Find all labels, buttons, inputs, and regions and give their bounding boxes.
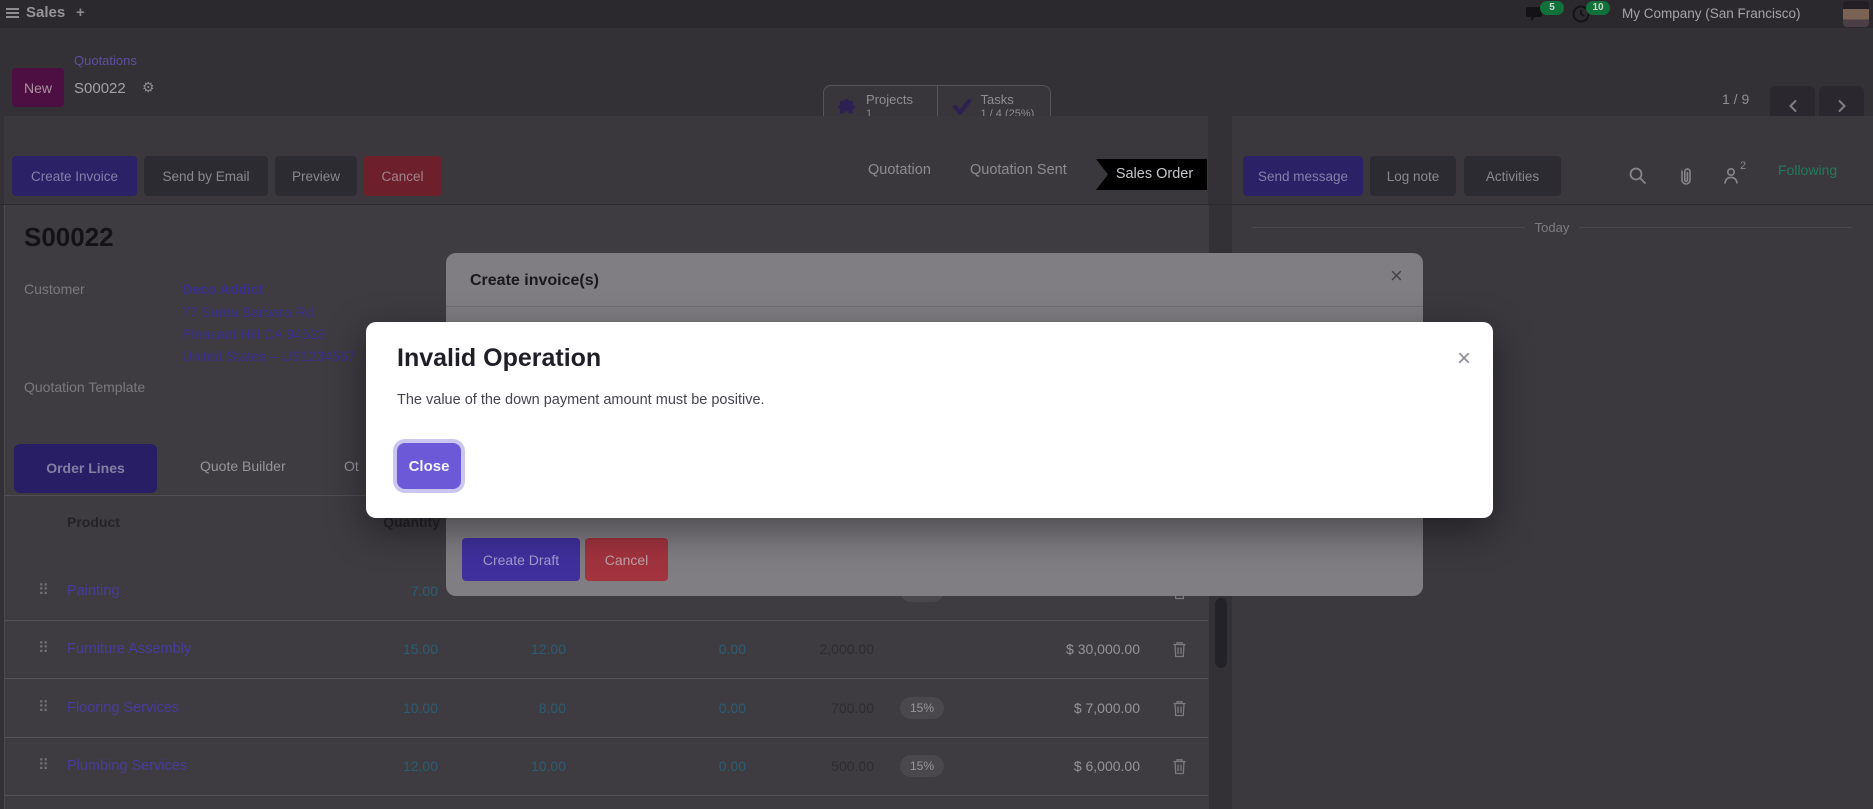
dialog-title: Invalid Operation <box>397 344 602 372</box>
quantity-cell[interactable]: 12.00 <box>402 758 438 774</box>
delivered-cell[interactable]: 12.00 <box>530 641 566 657</box>
customer-address-line1: 77 Santa Barbara Rd <box>182 304 314 320</box>
messages-icon[interactable] <box>1526 5 1546 23</box>
drag-handle-icon[interactable]: ⠿ <box>38 699 49 716</box>
projects-count: 1 <box>866 107 873 120</box>
messages-badge: 5 <box>1540 1 1564 15</box>
tab-order-lines[interactable]: Order Lines <box>14 444 157 493</box>
puzzle-icon <box>838 97 857 116</box>
modal-close-icon[interactable]: × <box>1390 263 1403 288</box>
tax-badge[interactable]: 15% <box>900 697 944 719</box>
modal-cancel-button[interactable]: Cancel <box>585 538 668 581</box>
vertical-scrollbar[interactable] <box>1215 598 1227 668</box>
unit-price-cell[interactable]: 700.00 <box>831 700 874 716</box>
status-step-quotation-sent[interactable]: Quotation Sent <box>970 162 1067 178</box>
breadcrumb-parent[interactable]: Quotations <box>74 53 137 68</box>
delivered-cell[interactable]: 10.00 <box>530 758 566 774</box>
breadcrumb-current: S00022 <box>74 80 126 97</box>
band-divider <box>0 204 1873 205</box>
new-button[interactable]: New <box>12 68 64 107</box>
quantity-cell[interactable]: 10.00 <box>402 700 438 716</box>
column-header-product: Product <box>67 514 120 530</box>
send-by-email-button[interactable]: Send by Email <box>144 156 268 196</box>
company-switcher[interactable]: My Company (San Francisco) <box>1622 6 1801 21</box>
customer-label: Customer <box>24 281 85 297</box>
tasks-label: Tasks <box>980 91 1014 107</box>
delete-row-icon[interactable] <box>1172 641 1187 658</box>
user-avatar[interactable] <box>1843 1 1869 27</box>
chatter-date-separator: Today <box>1252 220 1853 235</box>
quotation-template-label: Quotation Template <box>24 379 146 395</box>
page-title: S00022 <box>24 222 114 252</box>
delete-row-icon[interactable] <box>1172 700 1187 717</box>
activities-button[interactable]: Activities <box>1464 156 1561 196</box>
following-toggle[interactable]: Following <box>1778 162 1838 178</box>
quantity-cell[interactable]: 15.00 <box>402 641 438 657</box>
pager-counter: 1 / 9 <box>1722 91 1750 107</box>
customer-address-line3: United States – US1234567 <box>182 348 356 364</box>
subtotal-cell: $ 30,000.00 <box>1066 641 1140 657</box>
check-icon <box>952 98 972 116</box>
delivered-cell[interactable]: 8.00 <box>538 700 566 716</box>
cancel-button[interactable]: Cancel <box>363 156 442 196</box>
app-title[interactable]: Sales <box>26 4 66 21</box>
subtotal-cell: $ 6,000.00 <box>1073 758 1140 774</box>
table-row: ⠿ Flooring Services 10.00 8.00 0.00 700.… <box>4 679 1208 738</box>
send-message-button[interactable]: Send message <box>1243 156 1363 196</box>
status-step-sales-order-active[interactable]: Sales Order <box>1096 159 1207 190</box>
tab-other-info[interactable]: Ot <box>344 458 359 474</box>
invoiced-cell[interactable]: 0.00 <box>718 758 746 774</box>
delete-row-icon[interactable] <box>1172 758 1187 775</box>
new-record-plus-icon[interactable]: + <box>76 4 85 21</box>
top-navbar: Sales + 5 10 My Company (San Francisco) <box>0 0 1873 28</box>
unit-price-cell[interactable]: 500.00 <box>831 758 874 774</box>
stat-button-projects[interactable]: Projects 1 <box>824 86 937 127</box>
create-draft-button[interactable]: Create Draft <box>462 538 580 581</box>
modal-header-divider <box>446 306 1423 307</box>
quantity-cell[interactable]: 7.00 <box>410 583 438 599</box>
customer-link[interactable]: Deco Addict <box>182 281 264 297</box>
product-link[interactable]: Plumbing Services <box>67 758 188 774</box>
dialog-message: The value of the down payment amount mus… <box>397 392 765 408</box>
create-invoice-button[interactable]: Create Invoice <box>12 156 137 196</box>
apps-menu-icon[interactable] <box>6 8 19 20</box>
invoiced-cell[interactable]: 0.00 <box>718 641 746 657</box>
attachment-paperclip-icon[interactable] <box>1676 166 1694 186</box>
dialog-close-icon[interactable]: × <box>1451 346 1477 372</box>
subtotal-cell: $ 7,000.00 <box>1073 700 1140 716</box>
log-note-button[interactable]: Log note <box>1370 156 1456 196</box>
status-step-quotation[interactable]: Quotation <box>868 162 931 178</box>
invoiced-cell[interactable]: 0.00 <box>718 700 746 716</box>
product-link[interactable]: Painting <box>67 583 120 599</box>
drag-handle-icon[interactable]: ⠿ <box>38 757 49 774</box>
preview-button[interactable]: Preview <box>275 156 357 196</box>
control-panel: New Quotations S00022 ⚙ Projects 1 Tasks <box>0 28 1873 128</box>
search-messages-icon[interactable] <box>1628 166 1647 185</box>
tax-badge[interactable]: 15% <box>900 755 944 777</box>
modal-title: Create invoice(s) <box>470 272 599 289</box>
followers-icon[interactable] <box>1722 166 1740 185</box>
customer-address-line2: Pleasant Hill CA 94523 <box>182 326 326 342</box>
dialog-close-button[interactable]: Close <box>397 443 461 489</box>
product-link[interactable]: Flooring Services <box>67 700 180 716</box>
invalid-operation-dialog: Invalid Operation × The value of the dow… <box>366 322 1493 518</box>
column-header-quantity: Quantity <box>383 514 440 530</box>
tab-quote-builder[interactable]: Quote Builder <box>200 458 286 474</box>
product-link[interactable]: Furniture Assembly <box>67 641 192 657</box>
projects-label: Projects <box>866 91 913 107</box>
table-row: ⠿ Furniture Assembly 15.00 12.00 0.00 2,… <box>4 620 1208 679</box>
followers-count: 2 <box>1740 160 1747 172</box>
drag-handle-icon[interactable]: ⠿ <box>38 582 49 599</box>
table-row: ⠿ Plumbing Services 12.00 10.00 0.00 500… <box>4 737 1208 796</box>
drag-handle-icon[interactable]: ⠿ <box>38 640 49 657</box>
gear-icon[interactable]: ⚙ <box>142 79 155 95</box>
unit-price-cell[interactable]: 2,000.00 <box>819 641 875 657</box>
activity-badge: 10 <box>1586 1 1610 15</box>
